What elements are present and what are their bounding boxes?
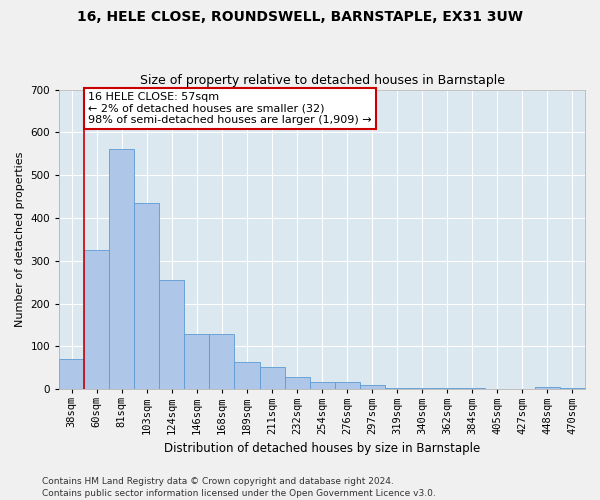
Bar bbox=[359, 385, 385, 389]
Bar bbox=[209, 334, 235, 389]
Bar bbox=[385, 388, 410, 389]
Bar bbox=[410, 388, 435, 389]
Y-axis label: Number of detached properties: Number of detached properties bbox=[15, 152, 25, 327]
Bar bbox=[535, 387, 560, 389]
Bar bbox=[184, 334, 209, 389]
Bar bbox=[335, 382, 359, 389]
Bar bbox=[59, 360, 84, 389]
Text: 16, HELE CLOSE, ROUNDSWELL, BARNSTAPLE, EX31 3UW: 16, HELE CLOSE, ROUNDSWELL, BARNSTAPLE, … bbox=[77, 10, 523, 24]
Bar bbox=[435, 388, 460, 389]
Text: Contains HM Land Registry data © Crown copyright and database right 2024.
Contai: Contains HM Land Registry data © Crown c… bbox=[42, 476, 436, 498]
Bar bbox=[84, 250, 109, 389]
Bar bbox=[284, 377, 310, 389]
Bar bbox=[160, 280, 184, 389]
Bar bbox=[310, 382, 335, 389]
Bar bbox=[134, 203, 160, 389]
X-axis label: Distribution of detached houses by size in Barnstaple: Distribution of detached houses by size … bbox=[164, 442, 480, 455]
Bar bbox=[260, 367, 284, 389]
Bar bbox=[560, 388, 585, 389]
Bar bbox=[460, 388, 485, 389]
Bar bbox=[235, 362, 260, 389]
Title: Size of property relative to detached houses in Barnstaple: Size of property relative to detached ho… bbox=[140, 74, 505, 87]
Bar bbox=[109, 150, 134, 389]
Text: 16 HELE CLOSE: 57sqm
← 2% of detached houses are smaller (32)
98% of semi-detach: 16 HELE CLOSE: 57sqm ← 2% of detached ho… bbox=[88, 92, 371, 125]
